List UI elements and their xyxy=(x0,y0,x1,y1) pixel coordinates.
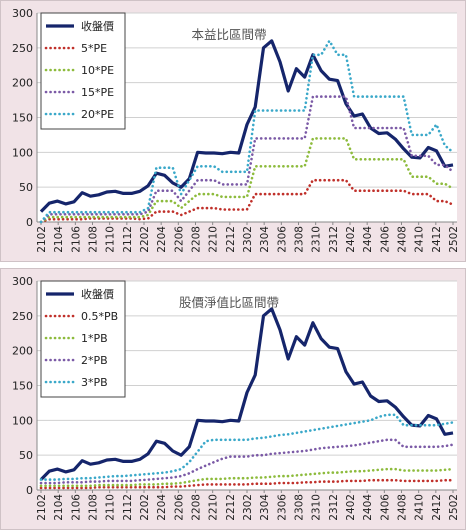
x-tick-label: 2104 xyxy=(53,226,65,253)
chart-title: 股價淨值比區間帶 xyxy=(179,295,279,310)
x-tick-label: 2412 xyxy=(431,494,443,521)
series-line-5 xyxy=(39,413,455,481)
y-tick-label: 100 xyxy=(12,414,33,427)
series-line-4 xyxy=(39,438,455,485)
x-tick-label: 2308 xyxy=(294,226,306,253)
x-tick-label: 2210 xyxy=(208,494,220,521)
y-tick-label: 150 xyxy=(12,112,33,125)
x-tick-label: 2102 xyxy=(36,226,48,253)
x-tick-label: 2402 xyxy=(345,494,357,521)
legend-label: 收盤價 xyxy=(81,19,114,33)
x-tick-label: 2302 xyxy=(242,226,254,253)
x-tick-label: 2408 xyxy=(397,494,409,521)
pe-band-chart: 0 50 100 150 200 250 300 2102 2104 2106 2108 2110 21… xyxy=(12,7,460,253)
x-tick-label: 2502 xyxy=(448,226,460,253)
y-tick-label: 300 xyxy=(12,275,33,288)
chart-panel-pe: 0 50 100 150 200 250 300 2102 2104 2106 2108 2110 21… xyxy=(0,0,466,262)
x-tick-label: 2206 xyxy=(173,494,185,521)
y-tick-label: 0 xyxy=(26,216,33,229)
x-tick-label: 2206 xyxy=(173,226,185,253)
x-tick-label: 2112 xyxy=(122,494,134,521)
legend-label: 1*PB xyxy=(81,332,108,345)
legend-label: 收盤價 xyxy=(81,287,114,301)
series-line-3 xyxy=(39,467,455,488)
y-tick-label: 0 xyxy=(26,484,33,497)
x-tick-label: 2104 xyxy=(53,494,65,521)
x-tick-label: 2106 xyxy=(70,494,82,521)
y-tick-label: 100 xyxy=(12,146,33,159)
x-tick-label: 2204 xyxy=(156,494,168,521)
x-tick-label: 2108 xyxy=(88,494,100,521)
legend-label: 10*PE xyxy=(81,64,114,77)
legend-label: 15*PE xyxy=(81,86,114,99)
y-tick-label: 50 xyxy=(19,449,33,462)
x-tick-label: 2412 xyxy=(431,226,443,253)
x-tick-label: 2106 xyxy=(70,226,82,253)
x-tick-label: 2402 xyxy=(345,226,357,253)
x-tick-label: 2306 xyxy=(276,494,288,521)
x-tick-label: 2312 xyxy=(328,226,340,253)
series-line-3 xyxy=(39,137,455,224)
x-tick-label: 2312 xyxy=(328,494,340,521)
x-tick-label: 2410 xyxy=(414,226,426,253)
x-tick-label: 2410 xyxy=(414,494,426,521)
chart-panel-pb: 0 50 100 150 200 250 300 2102 2104 2106 2108 2110 21… xyxy=(0,268,466,530)
y-tick-label: 250 xyxy=(12,42,33,55)
series-line-5 xyxy=(39,39,455,224)
y-tick-label: 250 xyxy=(12,310,33,323)
chart-title: 本益比區間帶 xyxy=(191,27,266,42)
legend-label: 3*PB xyxy=(81,376,108,389)
y-tick-label: 200 xyxy=(12,77,33,90)
y-tick-label: 300 xyxy=(12,7,33,20)
x-tick-label: 2204 xyxy=(156,226,168,253)
x-tick-label: 2404 xyxy=(362,494,374,521)
x-tick-label: 2404 xyxy=(362,226,374,253)
x-tick-label: 2202 xyxy=(139,494,151,521)
x-tick-label: 2406 xyxy=(379,226,391,253)
x-tick-label: 2310 xyxy=(311,226,323,253)
x-tick-label: 2110 xyxy=(105,226,117,253)
x-tick-label: 2304 xyxy=(259,494,271,521)
x-tick-label: 2406 xyxy=(379,494,391,521)
pb-band-chart: 0 50 100 150 200 250 300 2102 2104 2106 2108 2110 21… xyxy=(12,275,460,521)
x-tick-label: 2202 xyxy=(139,226,151,253)
x-tick-label: 2310 xyxy=(311,494,323,521)
legend-label: 5*PE xyxy=(81,42,107,55)
series-line-1 xyxy=(39,39,454,213)
x-tick-label: 2112 xyxy=(122,226,134,253)
x-tick-label: 2408 xyxy=(397,226,409,253)
x-tick-label: 2110 xyxy=(105,494,117,521)
x-tick-label: 2502 xyxy=(448,494,460,521)
y-tick-label: 50 xyxy=(19,181,33,194)
legend-label: 0.5*PB xyxy=(81,310,118,323)
x-tick-label: 2308 xyxy=(294,494,306,521)
series-line-4 xyxy=(39,95,455,224)
x-tick-label: 2304 xyxy=(259,226,271,253)
x-tick-label: 2208 xyxy=(191,226,203,253)
series-line-1 xyxy=(39,307,454,481)
x-tick-label: 2302 xyxy=(242,494,254,521)
x-tick-label: 2208 xyxy=(191,494,203,521)
legend-label: 20*PE xyxy=(81,108,114,121)
series-line-2 xyxy=(39,478,455,490)
x-tick-label: 2212 xyxy=(225,226,237,253)
x-tick-label: 2306 xyxy=(276,226,288,253)
x-tick-label: 2210 xyxy=(208,226,220,253)
x-tick-label: 2212 xyxy=(225,494,237,521)
x-tick-label: 2102 xyxy=(36,494,48,521)
legend: 收盤價 0.5*PB 1*PB 2*PB 3*PB xyxy=(40,280,126,398)
legend-label: 2*PB xyxy=(81,354,108,367)
y-tick-label: 200 xyxy=(12,345,33,358)
x-tick-label: 2108 xyxy=(88,226,100,253)
y-tick-label: 150 xyxy=(12,380,33,393)
legend: 收盤價 5*PE 10*PE 15*PE 20*PE xyxy=(40,12,126,130)
series-line-2 xyxy=(39,178,455,224)
